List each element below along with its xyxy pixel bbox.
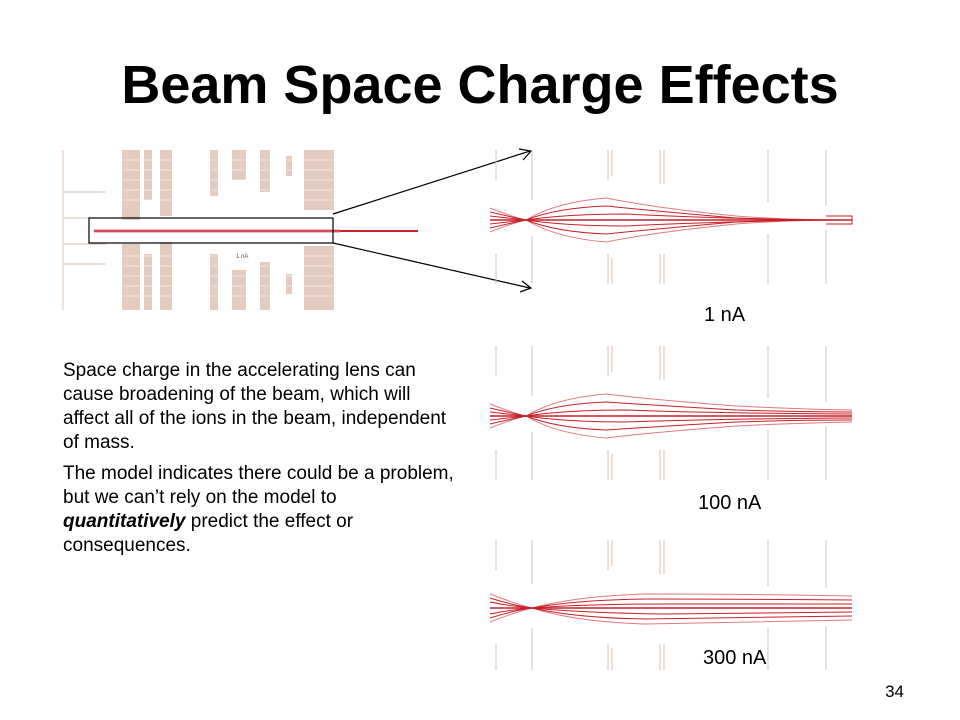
zoom-highlight-box — [88, 217, 334, 244]
paragraph-space-charge: Space charge in the accelerating lens ca… — [63, 360, 447, 453]
beam-label-1na: 1 nA — [704, 304, 746, 326]
page-number: 34 — [885, 682, 904, 701]
beam-label-100na: 100 nA — [698, 492, 762, 514]
beam-panel-300na — [486, 536, 858, 676]
overview-simulation: 1 nA — [60, 146, 340, 316]
overview-inset-label: 1 nA — [236, 254, 248, 260]
paragraph-model-tail: predict the effect or consequences. — [63, 511, 354, 556]
beam-label-300na: 300 nA — [703, 647, 767, 669]
paragraph-model: The model indicates there could be a pro… — [63, 462, 455, 558]
body-text: Space charge in the accelerating lens ca… — [63, 359, 455, 565]
beam-panel-1na — [486, 146, 858, 286]
slide-title: Beam Space Charge Effects — [121, 55, 839, 115]
paragraph-model-lead: The model indicates there could be a pro… — [63, 463, 454, 508]
emphasis-quantitatively: quantitatively — [63, 511, 186, 532]
beam-panel-100na — [486, 342, 858, 482]
